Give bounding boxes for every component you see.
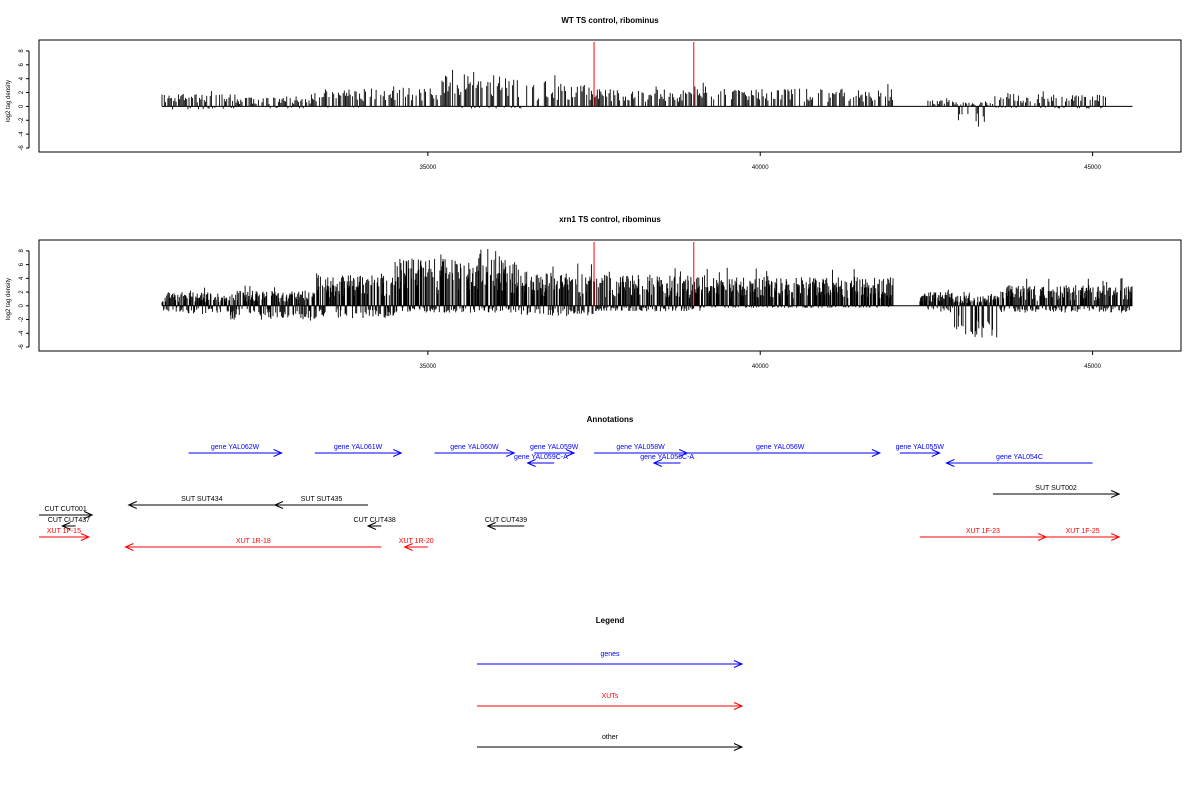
feature-arrow-gene-yal060w: [434, 449, 516, 457]
xrn1-y-tick-label: 6: [19, 262, 25, 266]
xrn1-x-tick-label: 35000: [420, 364, 437, 370]
feature-arrow-xut-1r-20: [403, 543, 428, 551]
wt-y-axis: -6 -4 -2 0 2 4 6 8: [19, 49, 30, 151]
xrn1-x-tick-label: 45000: [1084, 364, 1101, 370]
feature-label-gene-yal055w: gene YAL055W: [896, 444, 945, 451]
wt-y-tick-label: 0: [19, 104, 25, 108]
feature-arrow-xut-1r-18: [124, 543, 382, 551]
feature-label-gene-yal060w: gene YAL060W: [450, 444, 499, 451]
feature-label-cut-cut437: CUT CUT437: [48, 517, 90, 524]
feature-arrow-gene-yal056c-a: [652, 459, 681, 467]
xrn1-signal-bars: [161, 242, 1133, 338]
feature-arrows: gene YAL062W gene YAL061W gene YAL060W gene…: [39, 444, 1121, 551]
legend-label-xuts: XUTs: [602, 693, 619, 700]
feature-arrow-sut-sut435: [273, 501, 369, 509]
xrn1-y-tick-label: -6: [19, 344, 25, 350]
wt-x-axis: 35000 40000 45000: [420, 152, 1102, 171]
xrn1-x-axis: 35000 40000 45000: [420, 351, 1102, 370]
feature-arrow-gene-yal059w: [534, 449, 576, 457]
feature-label-gene-yal062w: gene YAL062W: [211, 444, 260, 451]
feature-label-sut-sut434: SUT SUT434: [181, 496, 223, 503]
feature-label-gene-yal054c: gene YAL054C: [996, 454, 1043, 461]
wt-y-tick-label: 2: [19, 90, 25, 94]
feature-label-sut-sut435: SUT SUT435: [301, 496, 343, 503]
feature-label-xut-1r-18: XUT 1R-18: [236, 538, 271, 545]
feature-label-xut-1r-20: XUT 1R-20: [399, 538, 434, 545]
wt-y-tick-label: 6: [19, 62, 25, 66]
xrn1-y-tick-label: -2: [19, 316, 25, 322]
annotations-title: Annotations: [587, 415, 634, 424]
wt-signal-bars: [161, 42, 1133, 127]
wt-track-panel: WT TS control, ribominus log2 tag densit…: [6, 16, 1182, 171]
legend-arrow-genes: [477, 660, 744, 668]
feature-arrow-gene-yal061w: [314, 449, 403, 457]
legend-arrow-other: [477, 743, 744, 751]
feature-label-gene-yal058w: gene YAL058W: [616, 444, 665, 451]
legend-items: genes XUTs other: [477, 651, 744, 751]
feature-label-gene-yal061w: gene YAL061W: [334, 444, 383, 451]
legend-title: Legend: [596, 616, 625, 625]
wt-y-tick-label: -6: [19, 145, 25, 151]
feature-arrow-xut-1f-15: [39, 533, 91, 541]
wt-y-tick-label: -2: [19, 117, 25, 123]
feature-arrow-xut-1f-25: [1046, 533, 1121, 541]
legend-label-other: other: [602, 734, 619, 741]
wt-x-tick-label: 40000: [752, 165, 769, 171]
feature-arrow-gene-yal059c-a: [526, 459, 555, 467]
feature-label-gene-yal056c-a: gene YAL056C-A: [640, 454, 694, 461]
xrn1-y-tick-label: -4: [19, 330, 25, 336]
feature-arrow-cut-cut438: [366, 522, 382, 530]
feature-arrow-gene-yal062w: [188, 449, 283, 457]
feature-label-cut-cut439: CUT CUT439: [485, 517, 527, 524]
xrn1-y-tick-label: 2: [19, 290, 25, 294]
feature-label-xut-1f-15: XUT 1F-15: [47, 528, 81, 535]
annotations-panel: Annotations gene YAL062W gene YAL061W gene…: [39, 415, 1121, 551]
feature-arrow-gene-yal056w: [680, 449, 882, 457]
feature-arrow-sut-sut434: [127, 501, 275, 509]
wt-y-tick-label: 4: [19, 76, 25, 80]
wt-y-tick-label: -4: [19, 131, 25, 137]
feature-label-sut-sut002: SUT SUT002: [1035, 485, 1077, 492]
wt-x-tick-label: 35000: [420, 165, 437, 171]
wt-x-tick-label: 45000: [1084, 165, 1101, 171]
feature-arrow-gene-yal055w: [899, 449, 941, 457]
xrn1-plot-frame: [38, 239, 1182, 352]
legend-panel: Legend genes XUTs other: [477, 616, 744, 751]
xrn1-y-axis: -6 -4 -2 0 2 4 6 8: [19, 249, 30, 350]
legend-arrow-xuts: [477, 702, 744, 710]
xrn1-x-tick-label: 40000: [752, 364, 769, 370]
xrn1-y-axis-label: log2 tag density: [6, 278, 12, 320]
wt-y-axis-label: log2 tag density: [6, 80, 12, 122]
wt-track-title: WT TS control, ribominus: [561, 16, 659, 25]
feature-arrow-cut-cut439: [486, 522, 525, 530]
feature-arrow-cut-cut437: [61, 522, 76, 530]
feature-label-cut-cut001: CUT CUT001: [44, 506, 86, 513]
feature-arrow-sut-sut002: [992, 490, 1121, 498]
feature-label-xut-1f-25: XUT 1F-25: [1066, 528, 1100, 535]
legend-label-genes: genes: [600, 651, 620, 658]
feature-label-gene-yal059w: gene YAL059W: [530, 444, 579, 451]
xrn1-track-title: xrn1 TS control, ribominus: [559, 215, 661, 224]
feature-label-gene-yal056w: gene YAL056W: [756, 444, 805, 451]
xrn1-y-tick-label: 0: [19, 303, 25, 307]
feature-label-cut-cut438: CUT CUT438: [354, 517, 396, 524]
feature-label-xut-1f-23: XUT 1F-23: [966, 528, 1000, 535]
feature-arrow-gene-yal054c: [945, 459, 1093, 467]
feature-label-gene-yal059c-a: gene YAL059C-A: [514, 454, 568, 461]
wt-y-tick-label: 8: [19, 49, 25, 53]
feature-arrow-cut-cut001: [39, 511, 94, 519]
wt-plot-frame: [38, 39, 1182, 153]
xrn1-track-panel: xrn1 TS control, ribominus log2 tag dens…: [6, 215, 1182, 370]
xrn1-y-tick-label: 8: [19, 249, 25, 253]
xrn1-y-tick-label: 4: [19, 276, 25, 280]
